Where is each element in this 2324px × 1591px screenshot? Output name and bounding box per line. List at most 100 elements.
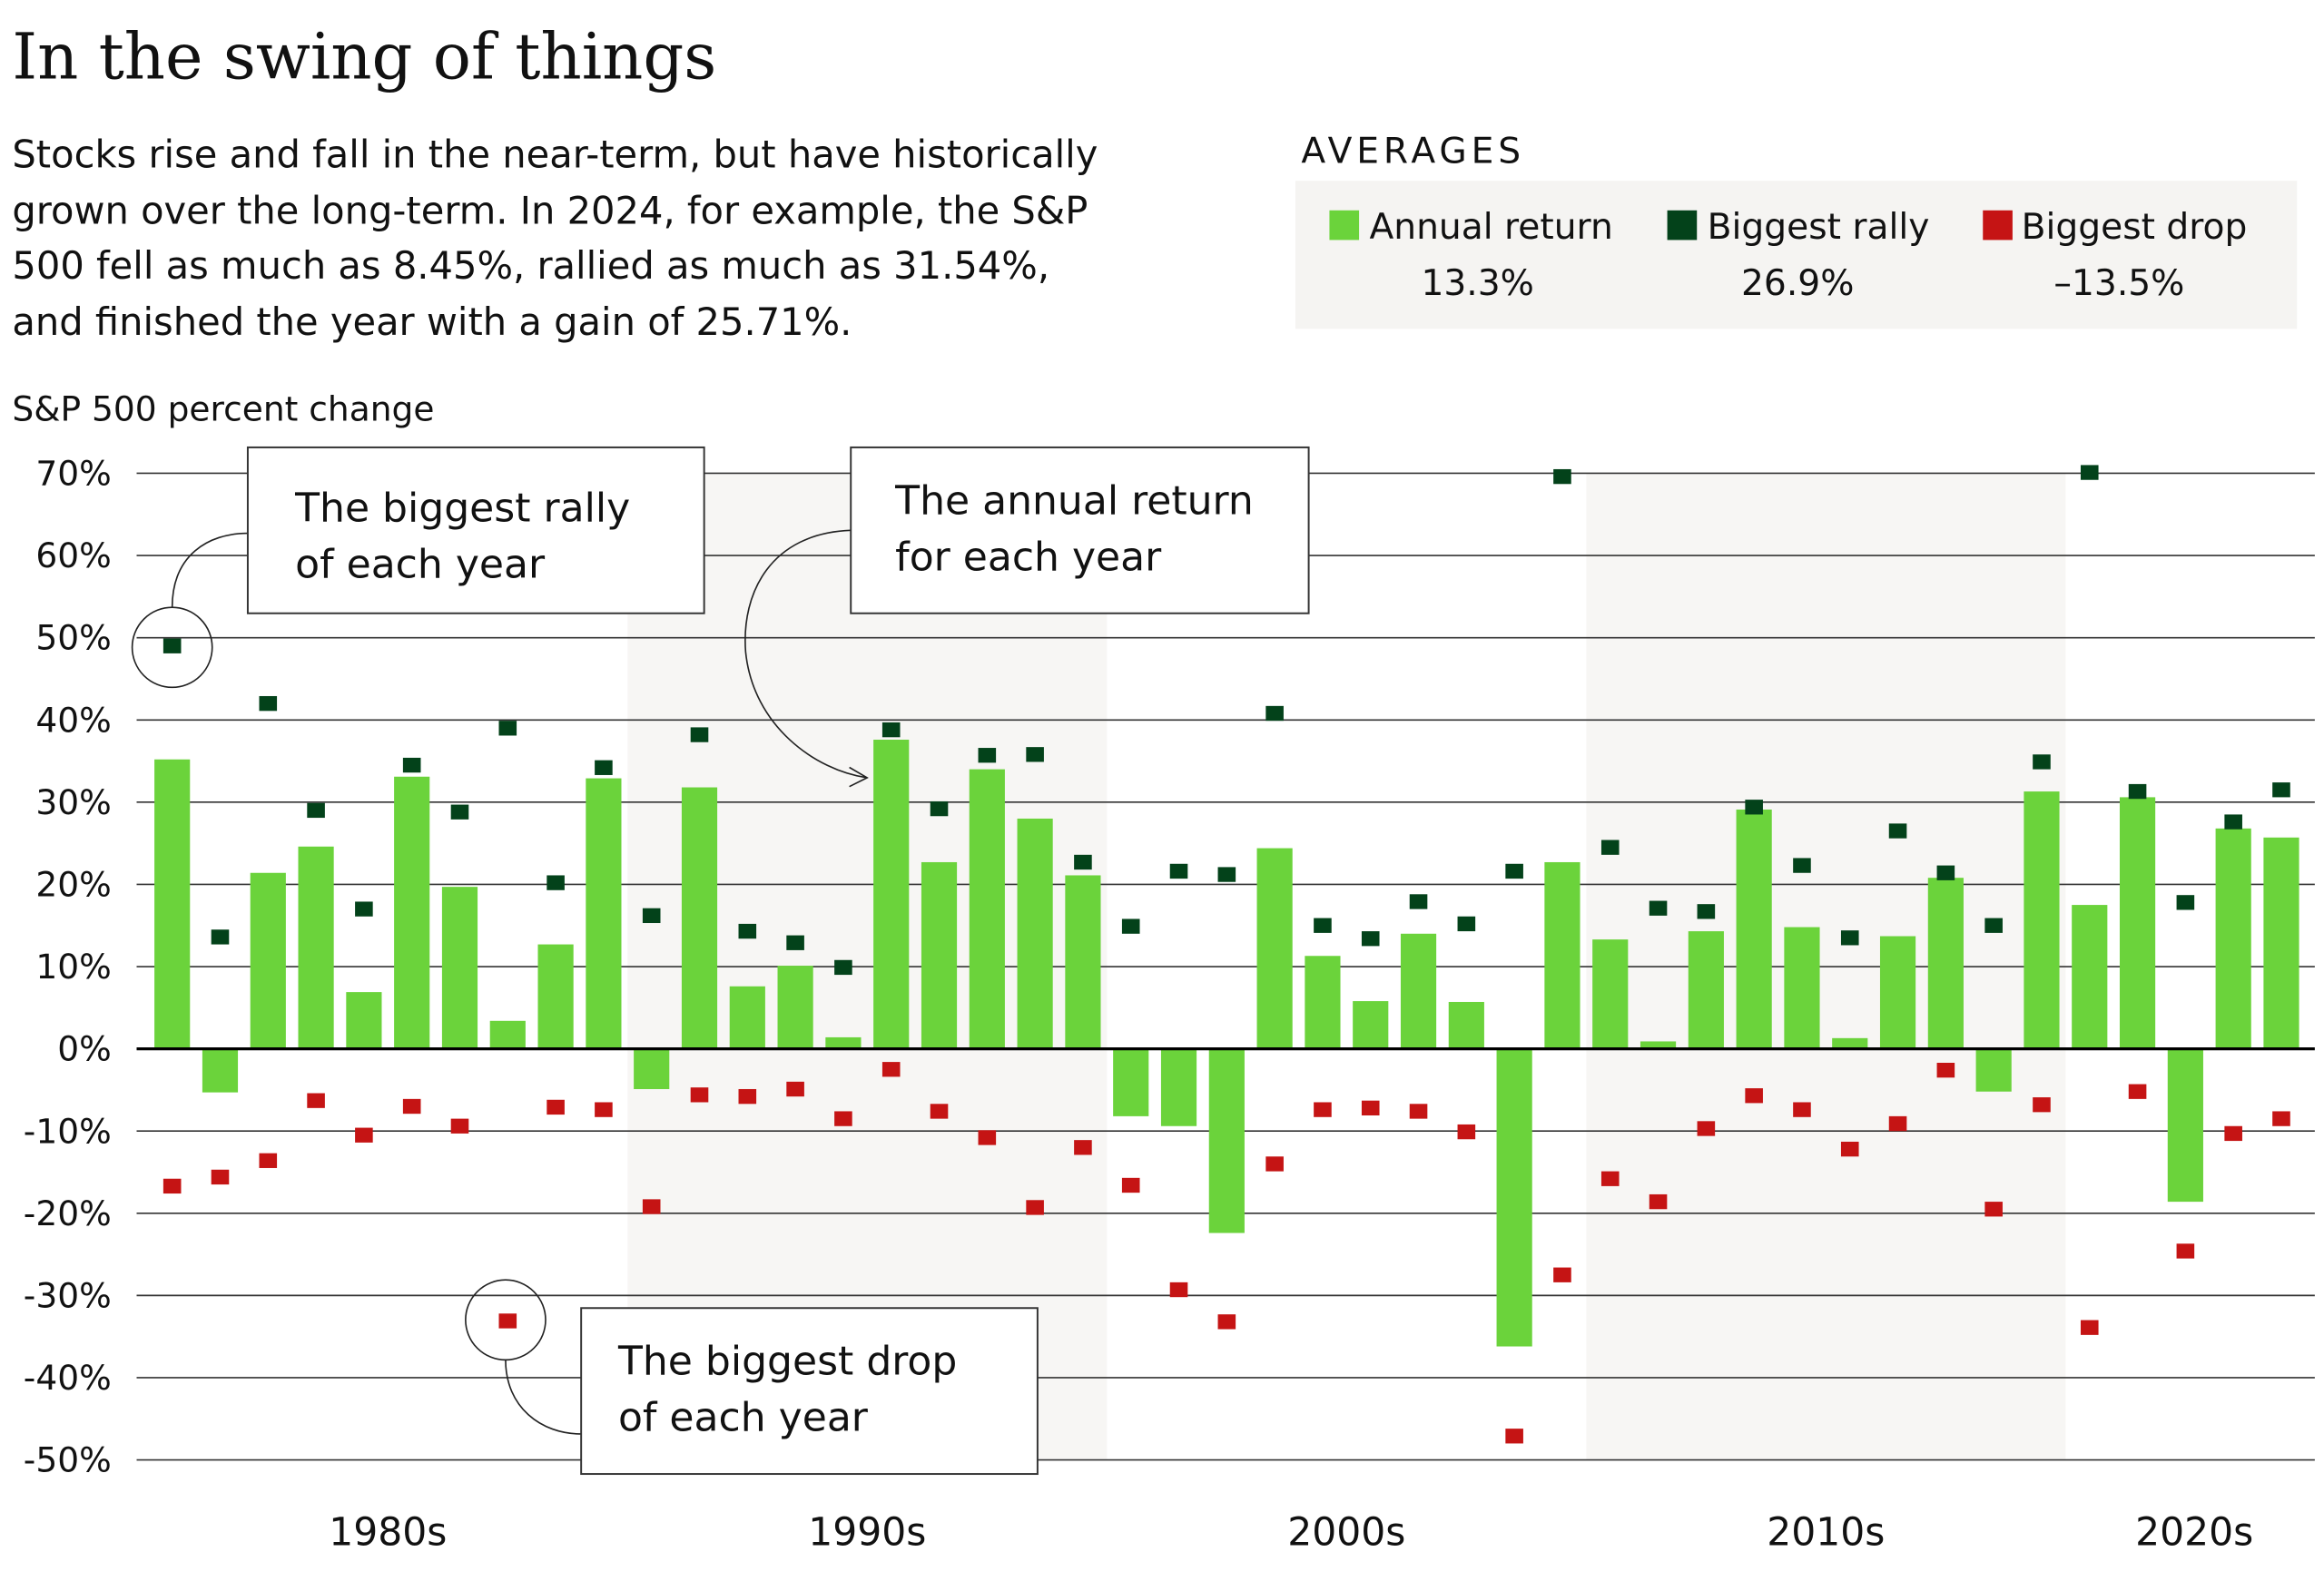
- bar-2010: [1592, 939, 1629, 1049]
- drop-marker-1989: [595, 1102, 613, 1117]
- bar-2018: [1975, 1048, 2012, 1092]
- drop-marker-2007: [1457, 1124, 1476, 1140]
- rally-marker-2006: [1409, 894, 1428, 909]
- bar-1995: [873, 739, 910, 1049]
- annotation-rally: The biggest rally of each year: [131, 446, 705, 689]
- drop-marker-1998: [1026, 1200, 1044, 1215]
- drop-marker-2004: [1314, 1102, 1332, 1117]
- bar-1980: [154, 759, 191, 1049]
- bar-2001: [1160, 1048, 1197, 1126]
- bar-1987: [489, 1020, 526, 1049]
- drop-marker-1999: [1074, 1140, 1092, 1155]
- drop-marker-1992: [738, 1088, 757, 1105]
- rally-marker-2003: [1265, 705, 1284, 722]
- annotation-annual: The annual return for each year: [744, 446, 1310, 788]
- connector-line: [171, 532, 248, 608]
- subtitle-line: Stocks rise and fall in the near-term, b…: [12, 132, 1098, 176]
- rally-marker-2018: [1984, 918, 2003, 933]
- bar-2022: [2167, 1048, 2203, 1203]
- drop-marker-1993: [786, 1081, 804, 1097]
- bar-2009: [1544, 861, 1581, 1049]
- drop-marker-2020: [2080, 1320, 2099, 1335]
- subtitle: Stocks rise and fall in the near-term, b…: [12, 132, 1098, 343]
- bar-1994: [825, 1036, 862, 1049]
- bar-2006: [1400, 933, 1437, 1049]
- drop-marker-2018: [1984, 1202, 2003, 1217]
- bar-2023: [2215, 828, 2251, 1049]
- y-tick-label: 0%: [57, 1029, 112, 1069]
- legend-label-drop: Biggest drop: [2022, 207, 2248, 248]
- bar-2008: [1496, 1048, 1532, 1347]
- rally-marker-1996: [930, 800, 949, 817]
- rally-marker-1999: [1074, 854, 1092, 870]
- drop-marker-1986: [450, 1118, 469, 1134]
- drop-marker-2000: [1121, 1177, 1140, 1193]
- bar-2014: [1784, 927, 1820, 1049]
- drop-marker-1996: [930, 1104, 949, 1119]
- rally-marker-2017: [1936, 865, 1955, 880]
- y-tick-label: -20%: [24, 1193, 112, 1233]
- drop-marker-1991: [690, 1087, 709, 1103]
- drop-marker-2017: [1936, 1063, 1955, 1078]
- bar-1983: [298, 846, 334, 1049]
- y-tick-label: -40%: [24, 1358, 112, 1398]
- decade-label: 2010s: [1767, 1510, 1885, 1555]
- drop-marker-1990: [642, 1199, 661, 1214]
- x-decade-labels: 1980s 1990s 2000s 2010s 2020s: [329, 1510, 2253, 1555]
- rally-marker-2016: [1888, 823, 1907, 839]
- rally-marker-2007: [1457, 916, 1476, 932]
- bar-1989: [586, 778, 622, 1049]
- bar-2005: [1353, 1001, 1389, 1049]
- drop-markers: [162, 1062, 2290, 1444]
- drop-marker-1980: [162, 1178, 182, 1194]
- rally-marker-2013: [1745, 800, 1763, 815]
- rally-marker-1994: [834, 959, 852, 976]
- drop-marker-2012: [1697, 1121, 1716, 1136]
- rally-marker-2021: [2128, 783, 2147, 800]
- rally-marker-2011: [1649, 900, 1668, 916]
- annotation-box: [850, 446, 1310, 614]
- drop-marker-1994: [834, 1111, 852, 1126]
- legend-swatch-annual: [1329, 210, 1360, 241]
- rally-marker-2019: [2033, 754, 2051, 770]
- drop-marker-2011: [1649, 1193, 1668, 1210]
- drop-marker-2021: [2128, 1084, 2147, 1099]
- legend-swatch-rally: [1667, 210, 1698, 241]
- y-tick-label: 30%: [35, 782, 111, 822]
- arrow-line: [744, 529, 868, 779]
- bar-2021: [2119, 797, 2156, 1049]
- bar-1998: [1017, 818, 1053, 1049]
- rally-marker-2012: [1697, 904, 1716, 919]
- bar-2012: [1688, 931, 1724, 1049]
- drop-marker-2019: [2033, 1097, 2051, 1113]
- y-tick-label: 40%: [35, 700, 111, 740]
- decade-label: 2020s: [2135, 1510, 2253, 1555]
- drop-marker-1997: [978, 1130, 997, 1145]
- drop-marker-2002: [1217, 1314, 1236, 1330]
- annotation-box: [246, 446, 705, 614]
- bar-1982: [250, 872, 286, 1049]
- drop-marker-2005: [1361, 1100, 1380, 1115]
- rally-marker-1980: [162, 638, 182, 653]
- bar-1990: [634, 1048, 670, 1089]
- drop-marker-2023: [2224, 1125, 2242, 1142]
- bar-1985: [394, 776, 430, 1049]
- legend-value-rally: 26.9%: [1741, 263, 1854, 304]
- bar-1992: [729, 986, 765, 1049]
- drop-marker-2003: [1265, 1156, 1284, 1172]
- drop-marker-2022: [2176, 1243, 2195, 1259]
- y-tick-label: 20%: [35, 864, 111, 904]
- bar-1999: [1065, 875, 1101, 1049]
- y-tick-label: -10%: [24, 1111, 112, 1151]
- averages-legend: AVERAGES Annual return 13.3% Biggest ral…: [1295, 132, 2298, 329]
- decade-label: 1990s: [808, 1510, 926, 1555]
- rally-marker-1981: [211, 929, 230, 945]
- annotation-text: of each year: [618, 1395, 869, 1441]
- rally-markers: [162, 465, 2290, 976]
- rally-marker-1993: [786, 935, 804, 950]
- annotation-text: for each year: [895, 534, 1162, 580]
- rally-marker-2015: [1840, 930, 1859, 946]
- drop-marker-1983: [307, 1093, 325, 1108]
- legend-label-rally: Biggest rally: [1708, 207, 1930, 248]
